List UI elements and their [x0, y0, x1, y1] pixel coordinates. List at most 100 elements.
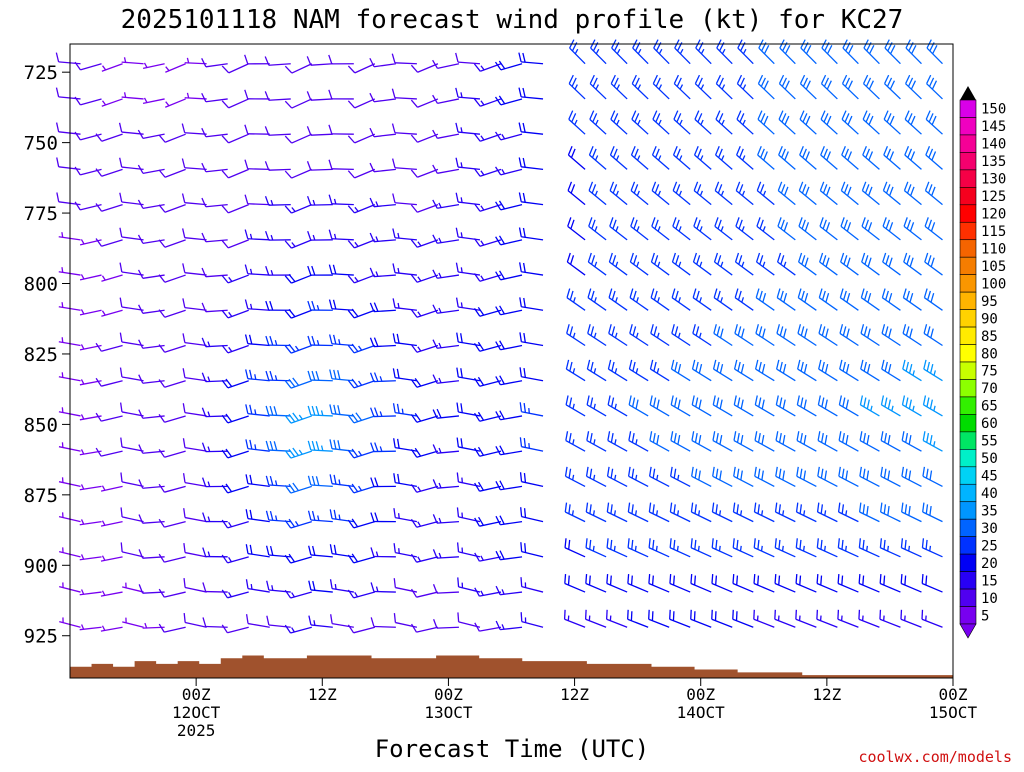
barb-half-flag	[657, 510, 658, 515]
wind-barb	[927, 75, 943, 99]
barb-flag	[696, 398, 698, 407]
barb-flag	[519, 158, 521, 167]
barb-flag	[779, 469, 780, 478]
barb-staff	[248, 624, 270, 628]
barb-flag	[523, 158, 525, 167]
barb-staff	[437, 592, 459, 593]
barb-flag	[313, 581, 315, 590]
barb-staff	[649, 619, 669, 627]
barb-flag	[805, 258, 808, 267]
wind-barb	[716, 146, 733, 169]
barb-half-flag	[461, 267, 462, 272]
wind-barb	[822, 40, 837, 64]
barb-staff	[818, 405, 837, 416]
wind-barb	[101, 626, 123, 631]
barb-flag	[826, 258, 829, 267]
barb-flag	[569, 540, 570, 549]
barb-flag	[650, 431, 652, 440]
barb-flag	[716, 433, 718, 442]
barb-flag	[759, 326, 761, 335]
barb-flag	[785, 151, 789, 160]
barb-flag	[285, 101, 291, 108]
barb-staff	[522, 587, 543, 592]
barb-half-flag	[102, 556, 104, 561]
wind-barb	[652, 217, 669, 239]
barb-flag	[779, 75, 783, 84]
barb-staff	[671, 441, 690, 452]
wind-barb	[694, 217, 711, 239]
barb-half-flag	[574, 297, 576, 302]
wind-barb	[348, 625, 374, 633]
wind-barb	[608, 360, 627, 381]
barb-flag	[887, 113, 891, 122]
barb-flag	[699, 364, 701, 373]
barb-staff	[628, 548, 648, 557]
barb-flag	[782, 78, 786, 87]
barb-staff	[607, 584, 627, 593]
barb-flag	[776, 431, 778, 440]
barb-staff	[458, 307, 480, 310]
barb-staff	[165, 134, 185, 142]
barb-flag	[927, 469, 928, 478]
barb-flag	[245, 265, 247, 274]
wind-barb	[733, 503, 753, 522]
barb-staff	[291, 275, 311, 283]
barb-staff	[775, 619, 795, 627]
barb-staff	[610, 155, 627, 169]
barb-flag	[520, 262, 522, 271]
barb-flag	[316, 476, 318, 485]
barb-staff	[248, 204, 270, 205]
barb-staff	[122, 97, 144, 99]
barb-flag	[316, 441, 319, 450]
wind-barb	[714, 360, 733, 381]
barb-flag	[820, 217, 823, 226]
wind-barb	[309, 511, 333, 522]
colorbar-label: 75	[981, 364, 998, 380]
barb-flag	[393, 368, 395, 377]
wind-barb	[757, 182, 774, 205]
barb-flag	[735, 289, 738, 298]
barb-flag	[75, 167, 80, 175]
wind-barb	[860, 503, 880, 522]
wind-barb	[330, 474, 354, 486]
barb-flag	[266, 301, 269, 310]
barb-half-flag	[741, 510, 742, 515]
barb-flag	[676, 255, 679, 264]
barb-staff	[755, 512, 775, 522]
barb-flag	[338, 440, 340, 449]
barb-staff	[754, 619, 774, 627]
barb-half-flag	[722, 85, 724, 90]
barb-staff	[819, 369, 838, 381]
wind-barb	[159, 519, 185, 527]
barb-flag	[824, 78, 828, 87]
barb-flag	[673, 182, 676, 191]
barb-flag	[806, 116, 810, 125]
barb-staff	[589, 226, 606, 240]
barb-half-flag	[208, 412, 210, 417]
wind-barb	[696, 40, 711, 64]
barb-flag	[75, 132, 80, 140]
barb-staff	[714, 369, 733, 381]
barb-flag	[884, 504, 885, 513]
wind-barb	[96, 413, 122, 421]
wind-barb	[671, 396, 690, 416]
wind-barb	[758, 146, 775, 169]
barb-staff	[779, 119, 795, 134]
barb-flag	[566, 360, 568, 369]
wind-barb	[588, 289, 606, 311]
barb-half-flag	[145, 623, 147, 628]
barb-half-flag	[617, 120, 619, 125]
barb-staff	[736, 226, 753, 240]
barb-half-flag	[335, 199, 336, 204]
wind-barb	[796, 574, 816, 592]
barb-half-flag	[615, 404, 616, 409]
barb-flag	[849, 45, 853, 53]
barb-staff	[926, 119, 942, 134]
barb-flag	[819, 289, 822, 298]
barb-staff	[670, 619, 690, 627]
barb-staff	[311, 99, 333, 100]
barb-flag	[925, 182, 928, 191]
wind-barb	[859, 610, 879, 627]
barb-flag	[250, 335, 252, 344]
